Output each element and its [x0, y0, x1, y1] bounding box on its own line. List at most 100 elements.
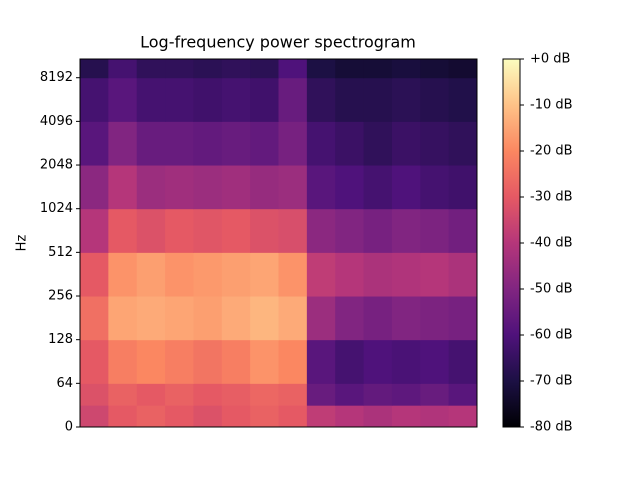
cell	[108, 59, 138, 79]
cell	[420, 59, 450, 79]
cell	[193, 77, 223, 122]
cell	[108, 339, 138, 384]
chart-title: Log-frequency power spectrogram	[140, 33, 416, 52]
cell	[278, 59, 308, 79]
cell	[448, 121, 478, 166]
cell	[80, 383, 109, 406]
cell	[250, 383, 279, 406]
cell	[391, 252, 421, 297]
y-tick-label: 0	[65, 420, 73, 435]
colorbar-tick-label: -30 dB	[530, 190, 573, 205]
cell	[278, 405, 308, 428]
cell	[221, 208, 251, 253]
cell	[108, 121, 138, 166]
cell	[165, 383, 194, 406]
cell	[221, 296, 251, 341]
colorbar-tick-label: -20 dB	[530, 144, 573, 159]
y-tick-label: 2048	[40, 158, 73, 173]
cell	[250, 165, 279, 210]
cell	[306, 77, 336, 122]
cell	[136, 405, 166, 428]
cell	[420, 208, 450, 253]
cell	[136, 208, 166, 253]
cell	[250, 121, 279, 166]
cell	[136, 339, 166, 384]
cell	[363, 121, 393, 166]
cell	[306, 339, 336, 384]
cell	[165, 252, 194, 297]
cell	[250, 296, 279, 341]
cell	[335, 383, 365, 406]
cell	[80, 296, 109, 341]
cell	[165, 121, 194, 166]
cell	[363, 165, 393, 210]
cell	[80, 405, 109, 428]
cell	[420, 296, 450, 341]
cell	[136, 252, 166, 297]
cell	[363, 208, 393, 253]
cell	[448, 208, 478, 253]
cell	[221, 121, 251, 166]
cell	[278, 252, 308, 297]
cell	[306, 121, 336, 166]
colorbar-tick-label: -80 dB	[530, 420, 573, 435]
cell	[448, 339, 478, 384]
cell	[448, 405, 478, 428]
cell	[136, 383, 166, 406]
cell	[250, 405, 279, 428]
cell	[448, 77, 478, 122]
cell	[221, 59, 251, 79]
cell	[306, 405, 336, 428]
cell	[165, 59, 194, 79]
cell	[420, 339, 450, 384]
cell	[391, 121, 421, 166]
cell	[278, 165, 308, 210]
cell	[193, 208, 223, 253]
cell	[335, 121, 365, 166]
cell	[165, 405, 194, 428]
cell	[193, 252, 223, 297]
cell	[306, 59, 336, 79]
cell	[108, 405, 138, 428]
cell	[221, 77, 251, 122]
cell	[391, 77, 421, 122]
colorbar-tick-label: -10 dB	[530, 98, 573, 113]
y-axis-label: Hz	[15, 235, 30, 252]
cell	[391, 339, 421, 384]
y-tick-label: 4096	[40, 114, 73, 129]
cell	[363, 405, 393, 428]
cell	[80, 77, 109, 122]
cell	[108, 296, 138, 341]
cell	[165, 165, 194, 210]
cell	[250, 252, 279, 297]
cell	[136, 59, 166, 79]
cell	[80, 59, 109, 79]
cell	[193, 339, 223, 384]
cell	[221, 405, 251, 428]
cell	[193, 121, 223, 166]
cell	[221, 252, 251, 297]
plot-frame	[79, 58, 478, 428]
y-tick-label: 256	[48, 289, 73, 304]
cell	[448, 296, 478, 341]
cell	[391, 296, 421, 341]
cell	[335, 165, 365, 210]
colorbar-tick-label: -60 dB	[530, 328, 573, 343]
cell	[420, 165, 450, 210]
cell	[363, 77, 393, 122]
cell	[306, 383, 336, 406]
cell	[193, 296, 223, 341]
cell	[306, 252, 336, 297]
cell	[221, 165, 251, 210]
cell	[136, 121, 166, 166]
colorbar-tick-label: -50 dB	[530, 282, 573, 297]
cell	[391, 165, 421, 210]
cell	[250, 77, 279, 122]
cell	[165, 296, 194, 341]
cell	[335, 339, 365, 384]
cell	[335, 296, 365, 341]
cell	[448, 165, 478, 210]
cell	[108, 77, 138, 122]
y-tick-label: 512	[48, 245, 73, 260]
cell	[278, 296, 308, 341]
